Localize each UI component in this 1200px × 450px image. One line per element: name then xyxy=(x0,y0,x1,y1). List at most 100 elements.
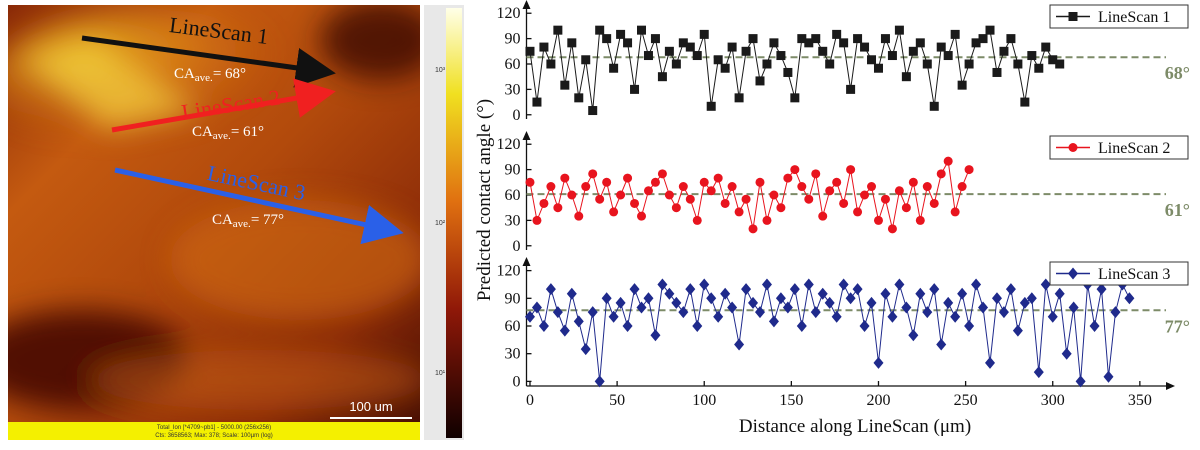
marker xyxy=(546,59,556,69)
marker xyxy=(657,169,667,179)
marker xyxy=(1054,287,1065,300)
marker xyxy=(985,25,995,35)
marker xyxy=(581,182,591,192)
marker xyxy=(922,182,932,192)
ca-sub: ave. xyxy=(213,130,231,142)
legend-box xyxy=(1049,4,1189,29)
marker xyxy=(678,182,688,192)
legend-marker xyxy=(1068,12,1078,21)
marker xyxy=(587,306,598,319)
marker xyxy=(1048,55,1058,65)
marker xyxy=(524,310,535,323)
marker xyxy=(748,34,758,44)
marker xyxy=(623,38,633,48)
y-tick-label: 90 xyxy=(505,290,521,307)
marker xyxy=(699,29,709,39)
marker xyxy=(1012,324,1023,337)
marker xyxy=(804,194,814,204)
marker xyxy=(957,182,967,192)
marker xyxy=(595,194,605,204)
marker xyxy=(839,198,849,208)
marker xyxy=(880,34,890,44)
marker xyxy=(692,320,703,332)
marker xyxy=(887,310,898,323)
marker xyxy=(817,287,828,300)
marker xyxy=(908,177,918,187)
marker xyxy=(1124,292,1135,305)
marker xyxy=(915,287,926,300)
marker xyxy=(567,190,577,200)
axis-arrow xyxy=(522,131,531,140)
marker xyxy=(755,76,765,86)
y-tick-label: 60 xyxy=(505,56,521,73)
marker xyxy=(748,296,759,309)
marker xyxy=(754,306,765,319)
marker xyxy=(685,42,695,52)
series-line xyxy=(529,159,970,229)
marker xyxy=(776,203,786,213)
marker xyxy=(929,101,939,111)
marker xyxy=(588,106,598,116)
ca-sub: ave. xyxy=(233,218,251,230)
marker xyxy=(748,224,758,234)
marker xyxy=(539,198,549,208)
legend-marker xyxy=(1068,143,1078,152)
marker xyxy=(650,177,660,187)
marker xyxy=(964,59,974,69)
marker xyxy=(992,67,1002,77)
marker xyxy=(741,283,752,296)
marker xyxy=(664,46,674,56)
marker xyxy=(657,72,667,82)
marker xyxy=(574,93,584,103)
ca-annotation: CAave.= 61° xyxy=(192,124,264,142)
axis-arrow xyxy=(522,257,531,266)
marker xyxy=(539,42,549,52)
y-tick-label: 0 xyxy=(513,107,521,124)
marker xyxy=(936,169,946,179)
marker xyxy=(943,156,953,166)
marker xyxy=(685,194,695,204)
marker xyxy=(643,292,654,305)
marker xyxy=(581,55,591,65)
marker xyxy=(901,203,911,213)
marker xyxy=(776,51,786,61)
marker xyxy=(531,301,542,314)
marker xyxy=(720,198,730,208)
marker xyxy=(852,283,863,296)
marker xyxy=(706,292,717,305)
marker xyxy=(768,315,779,328)
marker xyxy=(588,169,598,179)
marker xyxy=(761,278,772,291)
marker xyxy=(727,301,738,314)
marker xyxy=(866,296,877,309)
marker xyxy=(678,38,688,48)
marker xyxy=(1047,310,1058,323)
y-tick-label: 120 xyxy=(497,263,521,280)
marker xyxy=(1110,306,1121,319)
marker xyxy=(706,186,716,196)
marker xyxy=(615,296,626,309)
marker xyxy=(853,34,863,44)
marker xyxy=(1041,42,1051,52)
marker xyxy=(950,29,960,39)
y-tick-label: 30 xyxy=(505,212,521,229)
marker xyxy=(1055,59,1065,69)
marker xyxy=(943,296,954,309)
marker xyxy=(560,80,570,90)
marker xyxy=(846,165,856,175)
marker xyxy=(580,343,591,356)
marker xyxy=(734,207,744,217)
marker xyxy=(936,42,946,52)
marker xyxy=(755,177,765,187)
marker xyxy=(713,310,724,323)
marker xyxy=(838,278,849,291)
footer-bar xyxy=(8,422,420,440)
marker xyxy=(657,278,668,291)
marker xyxy=(1034,63,1044,73)
marker xyxy=(727,42,737,52)
marker xyxy=(950,310,961,323)
reference-label: 68° xyxy=(1165,63,1190,83)
marker xyxy=(811,34,821,44)
marker xyxy=(991,292,1002,305)
